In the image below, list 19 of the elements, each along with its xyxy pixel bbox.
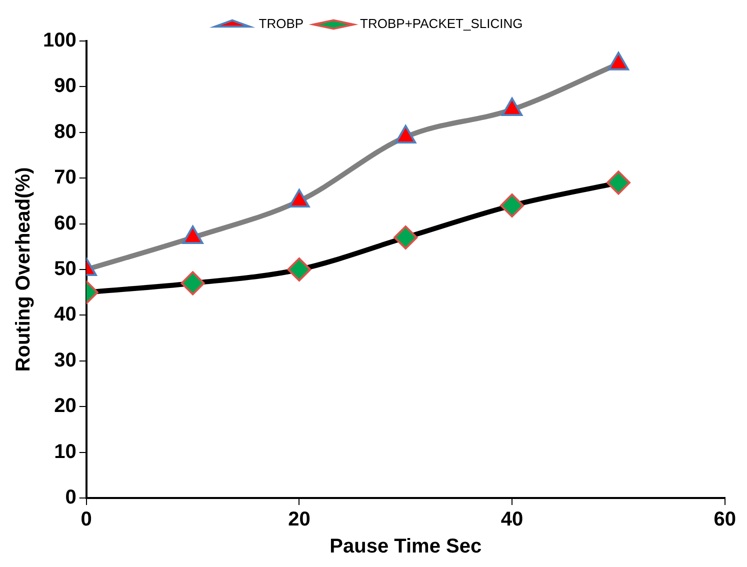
y-tick-label: 20: [54, 395, 76, 418]
y-tick-label: 0: [65, 486, 76, 509]
y-tick-label: 70: [54, 166, 76, 189]
x-tick-label: 60: [714, 508, 736, 531]
y-tick-label: 40: [54, 304, 76, 326]
x-tick-label: 40: [500, 508, 524, 531]
y-tick-label: 60: [54, 212, 76, 234]
y-tick-label: 50: [54, 258, 76, 280]
y-axis-title: Routing Overhead(%): [12, 167, 35, 372]
x-axis-title: Pause Time Sec: [330, 536, 482, 558]
y-tick-label: 10: [54, 440, 76, 463]
legend-label: TROBP+PACKET_SLICING: [360, 16, 523, 32]
legend-label: TROBP: [258, 16, 304, 32]
x-tick-label: 20: [288, 508, 310, 531]
y-tick-label: 30: [54, 349, 76, 372]
x-tick-label: 0: [80, 508, 92, 531]
y-tick-label: 100: [42, 30, 76, 52]
y-tick-label: 90: [54, 75, 76, 98]
y-tick-label: 80: [54, 120, 76, 143]
